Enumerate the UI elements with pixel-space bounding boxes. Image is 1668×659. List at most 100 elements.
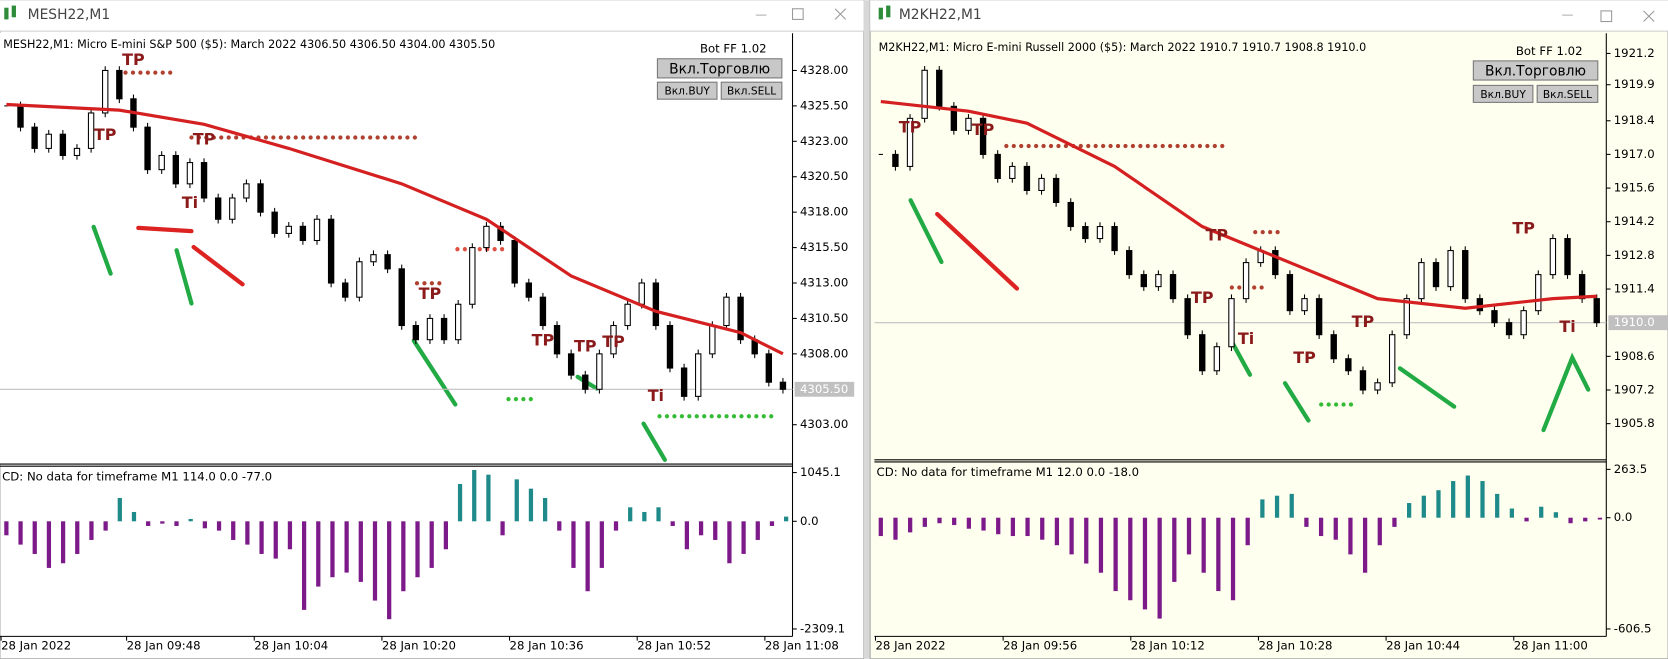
candle xyxy=(271,211,278,234)
candle xyxy=(1111,225,1118,252)
histogram-bar xyxy=(1230,517,1236,601)
candle xyxy=(596,353,603,390)
signal-label: TP xyxy=(122,50,145,69)
candle xyxy=(200,162,208,199)
histogram-bar xyxy=(1480,481,1485,518)
candle xyxy=(1140,274,1147,288)
histogram-bar xyxy=(1098,517,1104,573)
histogram-bar xyxy=(1451,481,1456,518)
histogram-bar xyxy=(1318,517,1324,537)
histogram-bar xyxy=(216,521,222,531)
candle xyxy=(1447,250,1454,288)
candle xyxy=(1184,298,1191,336)
histogram-bar xyxy=(1128,517,1133,601)
histogram-bar xyxy=(1274,495,1280,518)
candle xyxy=(610,324,617,355)
histogram-bar xyxy=(443,521,449,550)
histogram-bar xyxy=(1260,499,1265,518)
candle xyxy=(257,183,264,213)
histogram-bar xyxy=(1069,517,1074,555)
signal-label: TP xyxy=(1206,226,1229,245)
indicator-tick-label: 0.0 xyxy=(800,514,819,528)
histogram-bar xyxy=(642,511,647,522)
candle xyxy=(965,117,972,131)
button[interactable] xyxy=(1536,84,1599,103)
histogram-bar xyxy=(1524,517,1529,522)
histogram-bar xyxy=(670,521,675,526)
candle xyxy=(384,254,391,270)
candle xyxy=(695,353,702,397)
price-tick-label: 1918.4 xyxy=(1614,113,1655,127)
button[interactable] xyxy=(656,81,718,100)
signal-label: TP xyxy=(1512,218,1535,237)
histogram-bar xyxy=(301,521,307,610)
histogram-bar xyxy=(202,521,207,529)
candle xyxy=(582,374,589,390)
signal-label: TP xyxy=(1293,348,1316,367)
button-label[interactable]: Вкл.Торговлю xyxy=(669,61,770,77)
price-tick-label: 1914.2 xyxy=(1614,214,1655,228)
indicator-tick-label: -606.5 xyxy=(1614,621,1652,635)
candle xyxy=(87,112,95,149)
button[interactable] xyxy=(1472,84,1534,103)
button[interactable] xyxy=(720,81,783,100)
candle xyxy=(59,133,67,157)
histogram-bar xyxy=(146,521,151,526)
indicator-tick-label: 263.5 xyxy=(1614,462,1647,476)
histogram-bar xyxy=(131,511,137,522)
candle xyxy=(327,218,335,284)
candle xyxy=(779,381,787,390)
histogram-bar xyxy=(1040,517,1045,540)
price-tick-label: 4313.00 xyxy=(800,276,848,290)
candle xyxy=(440,317,448,341)
histogram-bar xyxy=(1010,517,1016,537)
histogram-bar xyxy=(60,521,66,564)
histogram-bar xyxy=(1465,475,1470,518)
histogram-bar xyxy=(75,521,80,554)
button-label[interactable]: Вкл.BUY xyxy=(664,85,710,98)
signal-label: TP xyxy=(1191,288,1214,307)
time-label: 28 Jan 2022 xyxy=(875,638,945,652)
histogram-bar xyxy=(259,521,264,554)
button-label[interactable]: Вкл.SELL xyxy=(1543,88,1592,101)
candle xyxy=(638,282,645,305)
button-label[interactable]: Вкл.BUY xyxy=(1480,88,1526,101)
candle xyxy=(1213,346,1221,372)
candle xyxy=(652,282,660,327)
candle xyxy=(539,296,547,327)
histogram-bar xyxy=(1348,517,1353,555)
histogram-bar xyxy=(1407,503,1412,518)
signal-label: TP xyxy=(419,284,442,303)
histogram-bar xyxy=(613,521,619,531)
button[interactable] xyxy=(1472,60,1599,81)
signal-label: TP xyxy=(602,332,625,351)
candle xyxy=(469,247,476,305)
indicator-label: CD: No data for timeframe M1 12.0 0.0 -1… xyxy=(877,465,1140,479)
histogram-bar xyxy=(1377,517,1382,546)
candle xyxy=(666,324,674,369)
candle xyxy=(979,117,987,155)
candle xyxy=(144,126,151,171)
candle xyxy=(186,162,194,185)
candle xyxy=(511,239,518,284)
price-tick-label: 1921.2 xyxy=(1614,46,1655,60)
histogram-bar xyxy=(415,521,420,578)
histogram-bar xyxy=(893,517,898,540)
histogram-bar xyxy=(628,507,633,522)
time-label: 28 Jan 10:12 xyxy=(1131,638,1205,652)
button-label[interactable]: Вкл.SELL xyxy=(727,85,776,98)
button-label[interactable]: Вкл.Торговлю xyxy=(1485,64,1586,80)
candle xyxy=(1535,274,1542,312)
candle xyxy=(1578,274,1586,300)
candle xyxy=(892,153,899,167)
histogram-bar xyxy=(1216,517,1221,592)
histogram-bar xyxy=(922,517,927,527)
candle xyxy=(455,303,462,341)
button[interactable] xyxy=(656,58,783,79)
candle xyxy=(1082,225,1089,240)
histogram-bar xyxy=(18,521,23,545)
price-tick-label: 1912.8 xyxy=(1614,248,1655,262)
candle xyxy=(31,126,38,149)
candle xyxy=(102,69,109,114)
